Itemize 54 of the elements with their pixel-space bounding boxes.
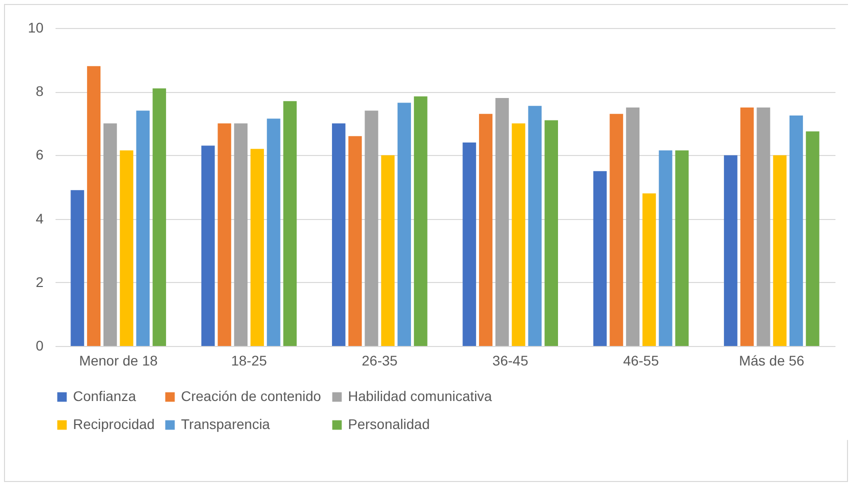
bar xyxy=(528,106,542,346)
bar xyxy=(789,115,803,346)
legend-label: Habilidad comunicativa xyxy=(348,388,492,404)
y-tick-label: 4 xyxy=(36,210,44,226)
bar xyxy=(544,120,558,346)
bar xyxy=(806,131,820,346)
bar xyxy=(740,108,754,346)
bar xyxy=(266,118,280,346)
bar xyxy=(479,114,492,346)
bar xyxy=(136,110,150,346)
y-tick-label: 10 xyxy=(28,20,44,36)
bar xyxy=(234,123,248,346)
x-tick-label: 36-45 xyxy=(492,352,528,368)
y-tick-label: 2 xyxy=(36,274,44,290)
bar xyxy=(512,123,526,346)
bar xyxy=(381,155,395,346)
bar xyxy=(626,108,640,346)
y-tick-label: 8 xyxy=(36,83,44,100)
bar xyxy=(675,150,689,346)
bar xyxy=(610,114,624,346)
x-tick-label: Menor de 18 xyxy=(79,352,158,368)
bar xyxy=(218,123,232,346)
legend-label: Transparencia xyxy=(181,416,270,432)
legend-label: Reciprocidad xyxy=(73,416,155,432)
bar xyxy=(642,193,656,346)
bar xyxy=(398,102,411,346)
bar xyxy=(495,98,509,346)
bar xyxy=(364,110,378,346)
bar xyxy=(283,101,297,346)
bar xyxy=(70,190,84,346)
bar xyxy=(250,148,264,346)
y-tick-label: 0 xyxy=(36,338,44,354)
bar xyxy=(756,108,770,346)
bar xyxy=(348,136,362,346)
bar xyxy=(462,142,476,346)
x-tick-label: 18-25 xyxy=(231,352,268,368)
bar xyxy=(414,96,428,346)
bar xyxy=(103,123,117,346)
bar xyxy=(87,66,101,346)
bar xyxy=(201,146,215,346)
legend-label: Personalidad xyxy=(348,416,430,432)
bar xyxy=(658,150,672,346)
x-tick-label: 46-55 xyxy=(623,352,660,368)
bar xyxy=(773,155,787,346)
bar xyxy=(152,88,166,346)
bar xyxy=(724,155,738,346)
x-tick-label: 26-35 xyxy=(362,352,398,368)
legend-label: Creación de contenido xyxy=(181,388,322,404)
legend-label: Confianza xyxy=(73,388,136,404)
y-tick-label: 6 xyxy=(36,146,44,163)
bar xyxy=(120,150,134,346)
bar xyxy=(332,123,346,346)
bar xyxy=(593,171,607,346)
x-tick-label: Más de 56 xyxy=(738,352,805,368)
